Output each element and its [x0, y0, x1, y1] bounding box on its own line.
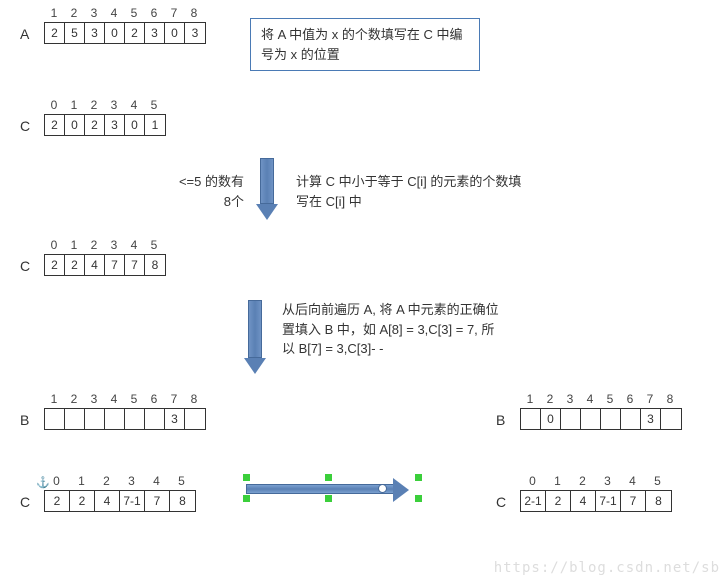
handle-mid[interactable] [325, 474, 332, 481]
array-C2: 012345 C 224778 [44, 238, 166, 276]
handle-left2[interactable] [243, 495, 250, 502]
watermark: https://blog.csdn.net/sb [494, 560, 720, 576]
array-C3: 012345 C 2247-178 [44, 474, 196, 512]
label-C3: C [20, 494, 30, 510]
handle-right2[interactable] [415, 495, 422, 502]
arrow-1 [256, 158, 278, 220]
handle-mid2[interactable] [325, 495, 332, 502]
label-C4: C [496, 494, 506, 510]
arrow-2 [244, 300, 266, 374]
horizontal-arrow[interactable] [246, 484, 396, 494]
rotate-handle-icon[interactable] [378, 484, 387, 493]
array-B2: 12345678 B 03 [520, 392, 682, 430]
label-C2: C [20, 258, 30, 274]
handle-left[interactable] [243, 474, 250, 481]
array-A: 12345678 A 25302303 [44, 6, 206, 44]
label-C1: C [20, 118, 30, 134]
handle-right[interactable] [415, 474, 422, 481]
side-note-1: <=5 的数有 8个 [152, 172, 244, 211]
label-B1: B [20, 412, 29, 428]
mid-note-1: 计算 C 中小于等于 C[i] 的元素的个数填 写在 C[i] 中 [296, 172, 556, 211]
mid-note-2: 从后向前遍历 A, 将 A 中元素的正确位 置填入 B 中，如 A[8] = 3… [282, 300, 542, 359]
note-box-1: 将 A 中值为 x 的个数填写在 C 中编 号为 x 的位置 [250, 18, 480, 71]
label-A: A [20, 26, 29, 42]
array-B1: 12345678 B 3 [44, 392, 206, 430]
array-C4: 012345 C 2-1247-178 [520, 474, 672, 512]
array-C1: 012345 C 202301 [44, 98, 166, 136]
label-B2: B [496, 412, 505, 428]
